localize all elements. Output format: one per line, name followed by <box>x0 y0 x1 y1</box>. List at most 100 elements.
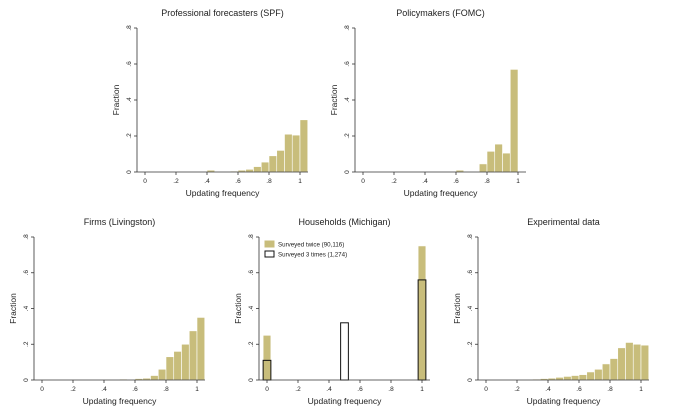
x-tick-label: 1 <box>516 178 520 185</box>
histogram-bar <box>253 166 262 173</box>
y-tick-label: .8 <box>23 234 30 240</box>
y-tick-label: 0 <box>248 378 255 382</box>
y-tick-label: .6 <box>344 61 351 67</box>
y-tick-label: .2 <box>467 341 474 347</box>
histogram-bar <box>563 376 572 381</box>
x-axis-title: Updating frequency <box>186 188 260 198</box>
x-tick-label: 0 <box>484 386 488 393</box>
y-tick-label: .8 <box>467 234 474 240</box>
x-tick-label: .4 <box>326 386 332 393</box>
histogram-bar <box>245 169 254 173</box>
histogram-bar <box>165 356 175 381</box>
y-tick-label: .2 <box>248 341 255 347</box>
legend-label: Surveyed twice (90,116) <box>278 242 344 249</box>
y-tick-label: .4 <box>126 97 133 103</box>
x-tick-label: 1 <box>639 386 643 393</box>
y-tick-label: .2 <box>23 341 30 347</box>
histogram-bar <box>502 152 511 173</box>
x-tick-label: .6 <box>132 386 138 393</box>
histogram-bar <box>486 151 496 173</box>
x-tick-label: .4 <box>422 178 428 185</box>
histogram-bar <box>276 150 285 173</box>
histogram-bar <box>640 344 650 381</box>
x-tick-label: .4 <box>204 178 210 185</box>
x-tick-label: .2 <box>514 386 520 393</box>
histogram-bar <box>260 161 270 173</box>
y-tick-label: 0 <box>126 170 133 174</box>
histogram-bar <box>157 368 167 381</box>
panel-michigan: Households (Michigan) 0 .2 .4 .6 .8 0 .2 .4 .6 .8 1… <box>233 217 430 406</box>
x-tick-label: 0 <box>265 386 269 393</box>
histogram-bar <box>340 322 349 381</box>
y-tick-label: 0 <box>23 378 30 382</box>
y-tick-label: .4 <box>467 305 474 311</box>
y-tick-label: .6 <box>126 61 133 67</box>
histogram-bar <box>173 351 182 381</box>
x-tick-label: .6 <box>453 178 459 185</box>
histogram-bar <box>150 375 159 381</box>
y-axis-title: Fraction <box>329 84 339 115</box>
x-axis-title: Updating frequency <box>527 396 601 406</box>
y-tick-label: .2 <box>344 133 351 139</box>
histogram-bar <box>578 374 588 381</box>
histogram-bar <box>291 134 301 173</box>
x-tick-label: .8 <box>163 386 169 393</box>
y-tick-label: 0 <box>467 378 474 382</box>
chart-title: Households (Michigan) <box>298 217 390 227</box>
x-tick-label: .6 <box>576 386 582 393</box>
histogram-bar <box>262 335 272 381</box>
x-tick-label: .2 <box>391 178 397 185</box>
x-tick-label: .2 <box>295 386 301 393</box>
histogram-bar <box>284 133 293 173</box>
legend-swatch <box>264 240 275 248</box>
legend-label: Surveyed 3 times (1,274) <box>278 252 347 259</box>
histogram-bar <box>417 245 427 381</box>
legend-swatch <box>264 250 275 258</box>
panel-experimental: Experimental data 0 .2 .4 .6 .8 0 .2 .4 .6 .8 1 Upda… <box>452 217 650 406</box>
x-tick-label: 1 <box>420 386 424 393</box>
x-tick-label: .4 <box>101 386 107 393</box>
x-tick-label: 1 <box>195 386 199 393</box>
y-tick-label: .2 <box>126 133 133 139</box>
x-tick-label: .8 <box>266 178 272 185</box>
panel-spf: Professional forecasters (SPF) 0 .2 .4 .6 .8 0… <box>111 8 309 198</box>
x-tick-label: .8 <box>484 178 490 185</box>
histogram-bar <box>586 371 595 381</box>
histogram-bar <box>632 343 642 381</box>
chart-title: Experimental data <box>527 217 600 227</box>
x-axis-title: Updating frequency <box>308 396 382 406</box>
histogram-bar <box>509 69 519 173</box>
histogram-bar <box>601 363 611 381</box>
x-tick-label: 0 <box>143 178 147 185</box>
x-tick-label: 0 <box>40 386 44 393</box>
y-tick-label: .6 <box>467 270 474 276</box>
histogram-bar <box>299 119 309 173</box>
y-tick-label: .8 <box>344 25 351 31</box>
panel-fomc: Policymakers (FOMC) 0 .2 .4 .6 .8 0 .2 .4 .6 .8 1 Up… <box>329 8 526 198</box>
y-tick-label: .8 <box>248 234 255 240</box>
y-tick-label: 0 <box>344 170 351 174</box>
y-axis-title: Fraction <box>452 293 462 324</box>
x-tick-label: .2 <box>173 178 179 185</box>
panel-livingston: Firms (Livingston) 0 .2 .4 .6 .8 0 .2 .4 .6 .8 1 Upd… <box>8 217 206 406</box>
y-axis-title: Fraction <box>8 293 18 324</box>
histogram-bar <box>268 155 278 173</box>
y-tick-label: .4 <box>344 97 351 103</box>
histogram-bar <box>555 377 564 381</box>
y-tick-label: .6 <box>248 270 255 276</box>
y-tick-label: .4 <box>23 305 30 311</box>
chart-title: Firms (Livingston) <box>84 217 156 227</box>
x-tick-label: .4 <box>545 386 551 393</box>
x-tick-label: .6 <box>235 178 241 185</box>
y-tick-label: .4 <box>248 305 255 311</box>
x-axis-title: Updating frequency <box>404 188 478 198</box>
histogram-bar <box>181 343 190 381</box>
histogram-bar <box>625 342 634 381</box>
x-tick-label: .2 <box>70 386 76 393</box>
chart-title: Policymakers (FOMC) <box>396 8 485 18</box>
histogram-bar <box>478 163 488 173</box>
y-axis-title: Fraction <box>111 84 121 115</box>
x-tick-label: .6 <box>357 386 363 393</box>
y-axis-title: Fraction <box>233 293 243 324</box>
